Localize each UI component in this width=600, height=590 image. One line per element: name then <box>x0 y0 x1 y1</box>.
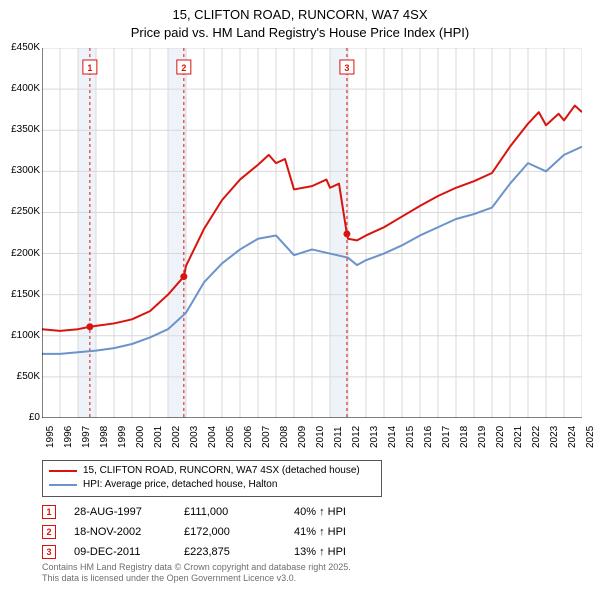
x-tick-label: 2009 <box>297 426 308 448</box>
svg-text:3: 3 <box>344 63 349 73</box>
x-tick-label: 2025 <box>585 426 596 448</box>
y-tick-label: £50K <box>2 371 40 382</box>
footer-line2: This data is licensed under the Open Gov… <box>42 573 351 584</box>
event-row: 2 18-NOV-2002 £172,000 41% ↑ HPI <box>42 522 346 542</box>
legend: 15, CLIFTON ROAD, RUNCORN, WA7 4SX (deta… <box>42 460 382 497</box>
legend-row: 15, CLIFTON ROAD, RUNCORN, WA7 4SX (deta… <box>49 464 375 478</box>
x-axis-labels: 1995 1996 1997 1998 1999 2000 2001 2002 2003 2004… <box>42 418 582 458</box>
x-tick-label: 2003 <box>189 426 200 448</box>
event-marker-3: 3 <box>42 545 56 559</box>
x-tick-label: 2007 <box>261 426 272 448</box>
x-tick-label: 2012 <box>351 426 362 448</box>
events-table: 1 28-AUG-1997 £111,000 40% ↑ HPI 2 18-NO… <box>42 502 346 562</box>
svg-text:2: 2 <box>181 63 186 73</box>
x-tick-label: 2024 <box>567 426 578 448</box>
x-tick-label: 2008 <box>279 426 290 448</box>
event-row: 1 28-AUG-1997 £111,000 40% ↑ HPI <box>42 502 346 522</box>
legend-label-1: 15, CLIFTON ROAD, RUNCORN, WA7 4SX (deta… <box>83 464 360 478</box>
y-tick-label: £300K <box>2 165 40 176</box>
y-tick-label: £100K <box>2 330 40 341</box>
event-price: £172,000 <box>184 526 294 538</box>
event-price: £223,875 <box>184 546 294 558</box>
event-pct: 13% ↑ HPI <box>294 546 346 558</box>
y-tick-label: £250K <box>2 206 40 217</box>
x-tick-label: 2010 <box>315 426 326 448</box>
x-tick-label: 2015 <box>405 426 416 448</box>
x-tick-label: 2020 <box>495 426 506 448</box>
y-tick-label: £450K <box>2 42 40 53</box>
x-tick-label: 2018 <box>459 426 470 448</box>
chart-svg: 1 2 3 <box>42 48 582 418</box>
title-line1: 15, CLIFTON ROAD, RUNCORN, WA7 4SX <box>0 6 600 24</box>
legend-row: HPI: Average price, detached house, Halt… <box>49 478 375 492</box>
x-tick-label: 1995 <box>45 426 56 448</box>
x-tick-label: 2001 <box>153 426 164 448</box>
y-tick-label: £0 <box>2 412 40 423</box>
x-tick-label: 2019 <box>477 426 488 448</box>
svg-text:1: 1 <box>87 63 92 73</box>
event-date: 09-DEC-2011 <box>74 546 184 558</box>
x-tick-label: 2023 <box>549 426 560 448</box>
event-marker-num: 2 <box>46 527 51 537</box>
event-price: £111,000 <box>184 506 294 518</box>
x-tick-label: 1997 <box>81 426 92 448</box>
x-tick-label: 2022 <box>531 426 542 448</box>
y-tick-label: £200K <box>2 248 40 259</box>
y-tick-label: £150K <box>2 289 40 300</box>
event-marker-num: 3 <box>46 547 51 557</box>
x-tick-label: 2000 <box>135 426 146 448</box>
footer-line1: Contains HM Land Registry data © Crown c… <box>42 562 351 573</box>
event-marker-2: 2 <box>42 525 56 539</box>
chart-area: 1 2 3 <box>42 48 582 418</box>
x-tick-label: 1996 <box>63 426 74 448</box>
footer-attribution: Contains HM Land Registry data © Crown c… <box>42 562 351 585</box>
legend-label-2: HPI: Average price, detached house, Halt… <box>83 478 277 492</box>
x-tick-label: 2005 <box>225 426 236 448</box>
event-date: 28-AUG-1997 <box>74 506 184 518</box>
event-marker-num: 1 <box>46 507 51 517</box>
event-pct: 41% ↑ HPI <box>294 526 346 538</box>
legend-swatch-2 <box>49 484 77 486</box>
x-tick-label: 2011 <box>333 426 344 448</box>
x-tick-label: 2004 <box>207 426 218 448</box>
event-marker-1: 1 <box>42 505 56 519</box>
event-pct: 40% ↑ HPI <box>294 506 346 518</box>
x-tick-label: 2016 <box>423 426 434 448</box>
x-tick-label: 2021 <box>513 426 524 448</box>
y-tick-label: £400K <box>2 83 40 94</box>
x-tick-label: 1999 <box>117 426 128 448</box>
x-tick-label: 2002 <box>171 426 182 448</box>
x-tick-label: 1998 <box>99 426 110 448</box>
legend-swatch-1 <box>49 470 77 472</box>
y-tick-label: £350K <box>2 124 40 135</box>
x-tick-label: 2006 <box>243 426 254 448</box>
event-row: 3 09-DEC-2011 £223,875 13% ↑ HPI <box>42 542 346 562</box>
event-date: 18-NOV-2002 <box>74 526 184 538</box>
x-tick-label: 2014 <box>387 426 398 448</box>
title-line2: Price paid vs. HM Land Registry's House … <box>0 24 600 42</box>
x-tick-label: 2013 <box>369 426 380 448</box>
x-tick-label: 2017 <box>441 426 452 448</box>
chart-title-block: 15, CLIFTON ROAD, RUNCORN, WA7 4SX Price… <box>0 0 600 41</box>
